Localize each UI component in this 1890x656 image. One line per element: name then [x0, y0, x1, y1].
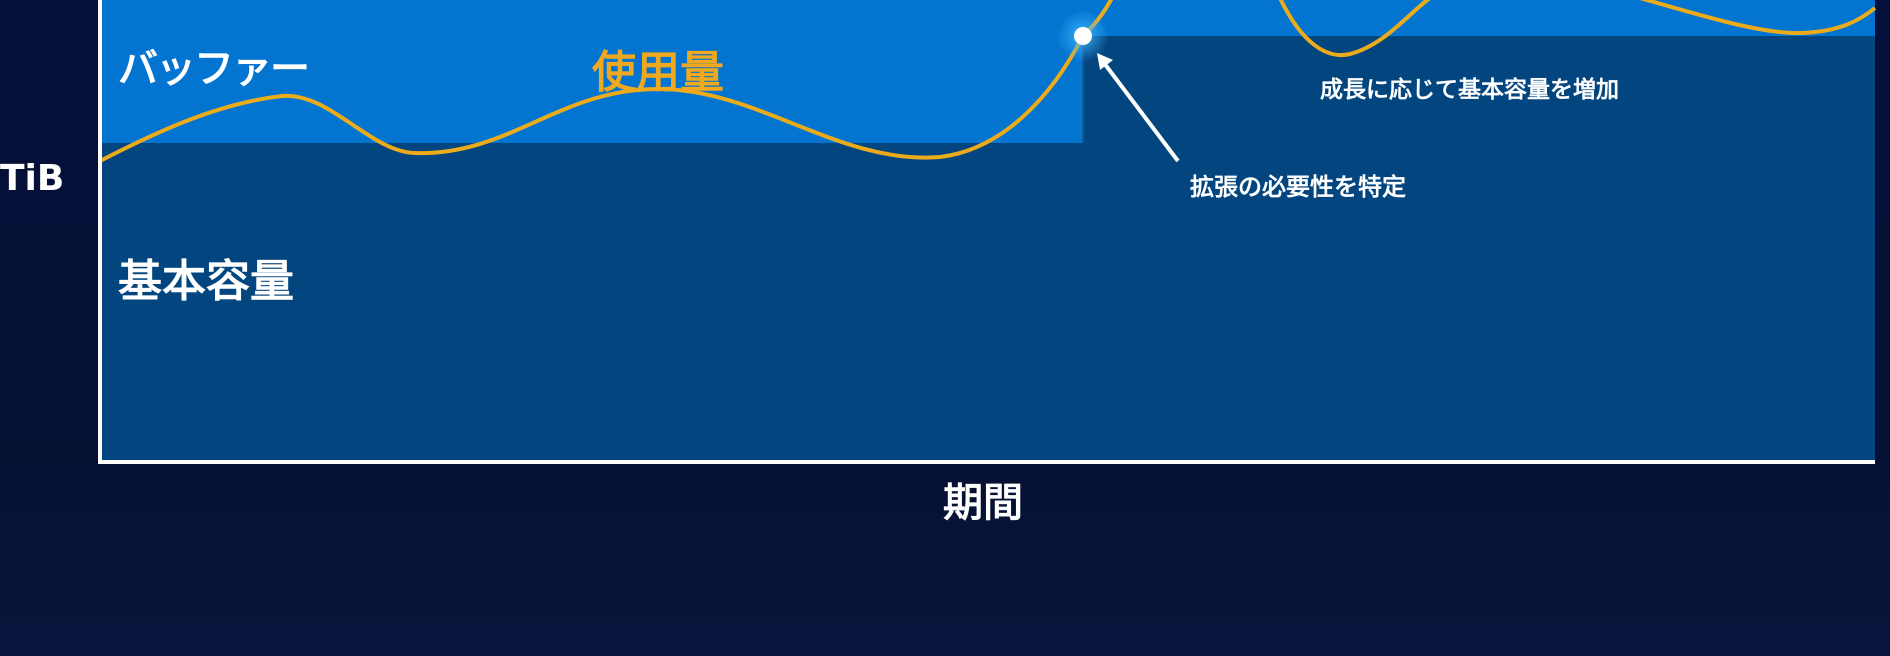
trigger-point-marker [1074, 27, 1092, 45]
usage-label: 使用量 [592, 47, 724, 98]
base-capacity-label: 基本容量 [118, 256, 294, 307]
annotation-arrow-line [1099, 57, 1180, 163]
increase-base-annotation: 成長に応じて基本容量を増加 [1320, 77, 1619, 103]
usage-line [99, 0, 1877, 163]
buffer-area [100, 0, 1875, 143]
x-axis-label: 期間 [943, 480, 1023, 526]
identify-need-annotation: 拡張の必要性を特定 [1190, 173, 1406, 201]
annotation-arrow-head [1097, 53, 1113, 70]
buffer-label: バッファー [118, 46, 310, 92]
y-axis-label: TiB [0, 158, 65, 199]
